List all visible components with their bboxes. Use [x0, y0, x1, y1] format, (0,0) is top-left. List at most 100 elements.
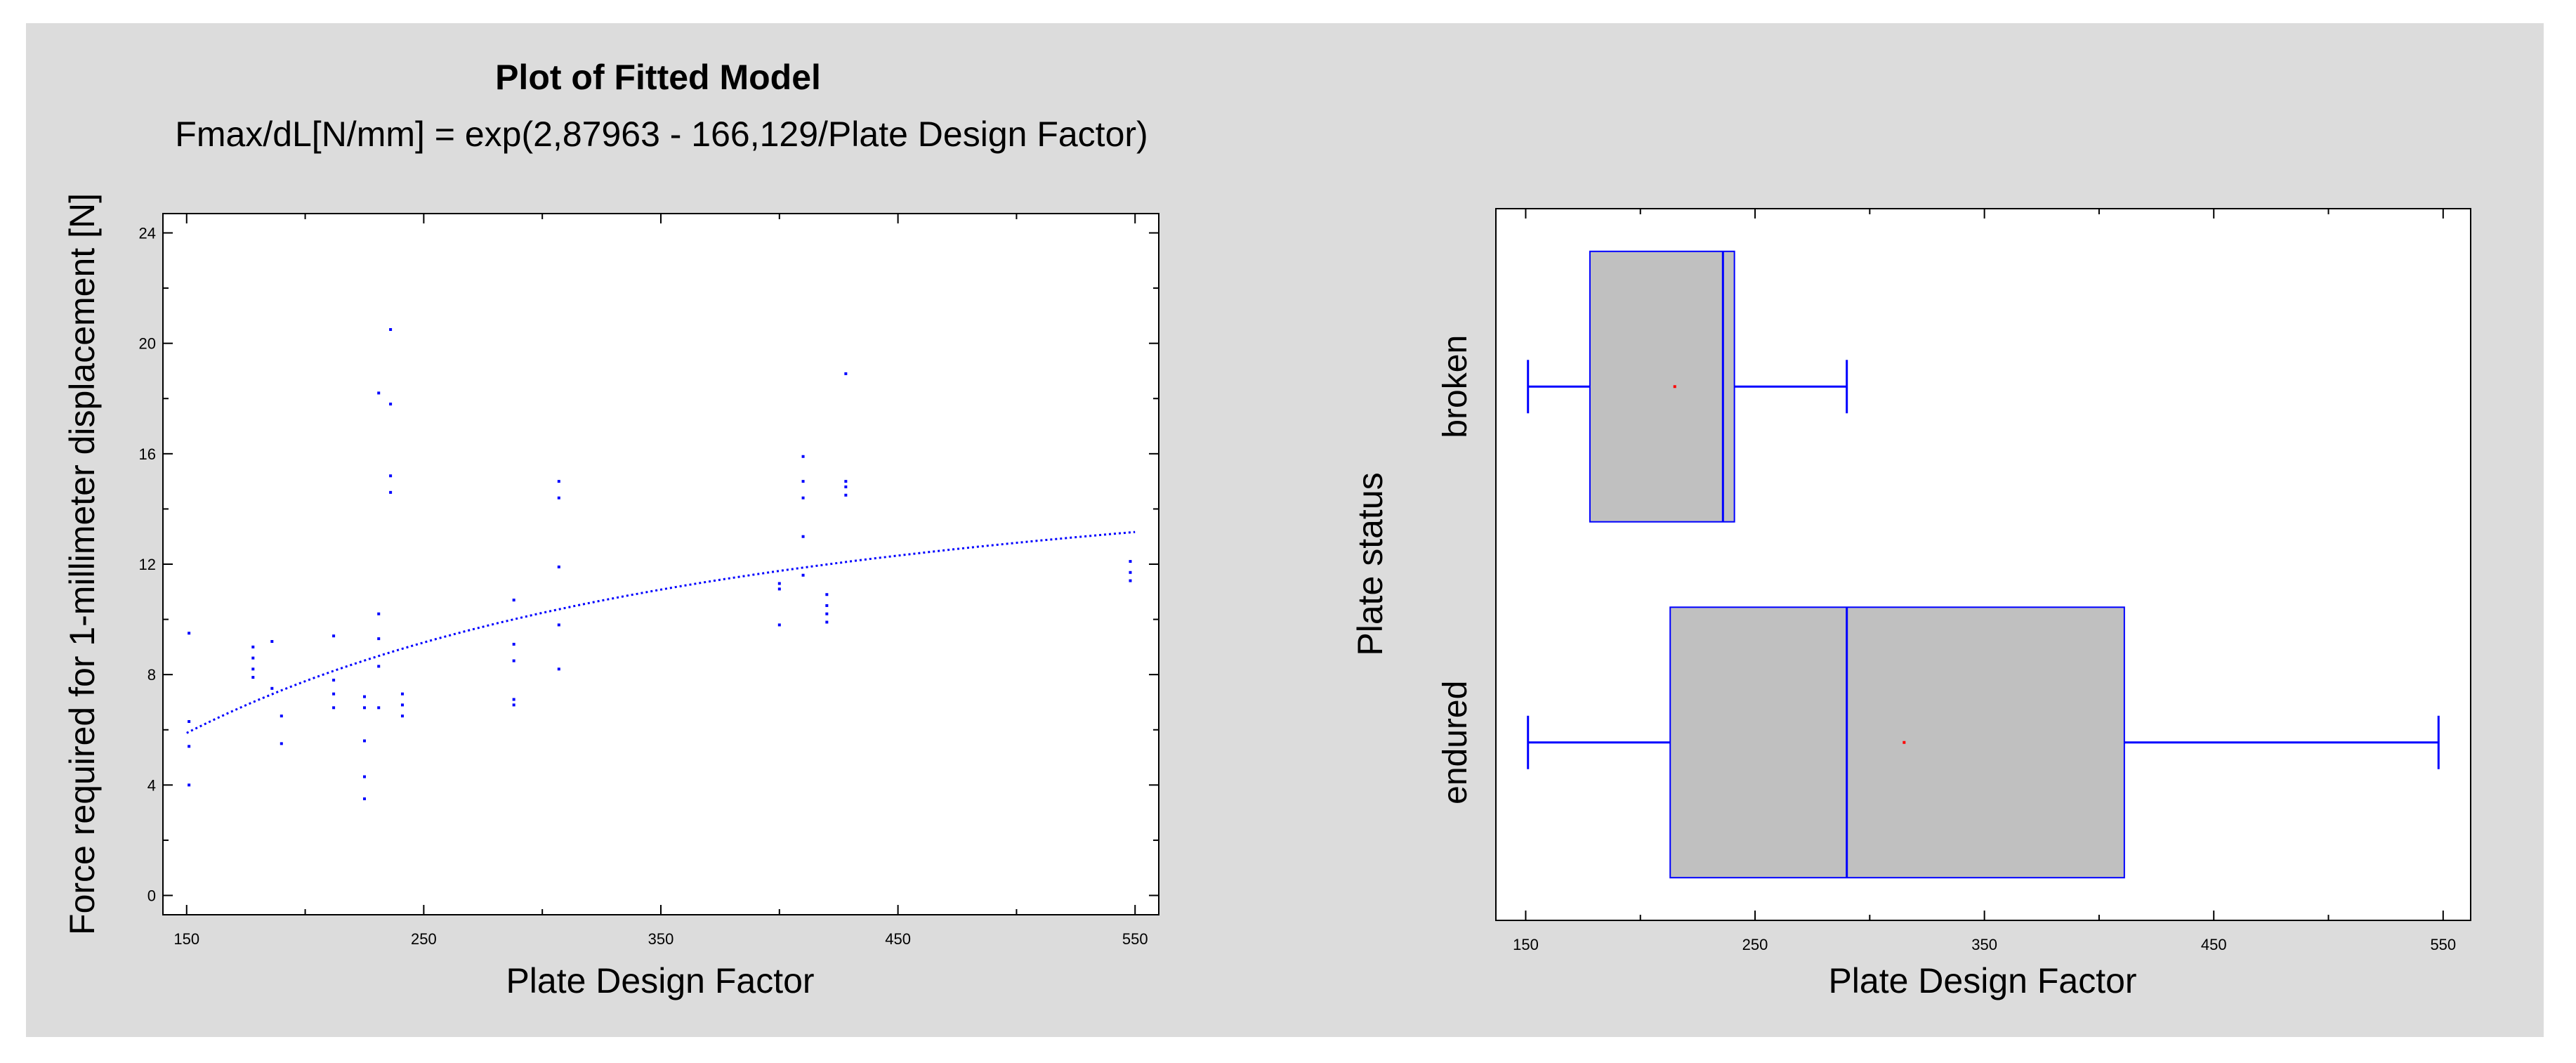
data-point [825, 593, 829, 596]
left-ticks: 150 250 350 450 550 0 4 8 12 16 20 24 [139, 214, 1159, 948]
chart-title: Plot of Fitted Model [495, 58, 821, 97]
data-point [557, 565, 560, 568]
x-tick-label: 550 [2430, 936, 2456, 953]
data-point [844, 493, 848, 497]
chart-subtitle: Fmax/dL[N/mm] = exp(2,87963 - 166,129/Pl… [175, 115, 1148, 154]
y-tick-label: 8 [147, 666, 156, 684]
data-point [389, 490, 393, 494]
data-point [280, 715, 283, 718]
data-point [844, 372, 848, 375]
x-tick-label: 550 [1122, 930, 1148, 948]
mean-marker [1903, 741, 1906, 744]
data-point [777, 623, 781, 627]
data-point [801, 535, 805, 538]
data-point [332, 634, 336, 638]
left-plot-area [162, 213, 1159, 915]
box-iqr [1589, 250, 1735, 523]
data-point [332, 706, 336, 710]
data-point [389, 403, 393, 406]
data-point [377, 706, 381, 710]
data-point [557, 623, 560, 627]
data-point [362, 739, 366, 743]
data-point [188, 783, 191, 787]
x-tick-label: 350 [1971, 936, 1997, 953]
category-label: broken [1437, 335, 1474, 438]
mean-marker [1673, 385, 1676, 389]
right-x-axis-label: Plate Design Factor [1828, 961, 2136, 1000]
data-point [280, 742, 283, 745]
data-point [557, 496, 560, 500]
box-iqr [1669, 606, 2125, 879]
data-point [777, 587, 781, 591]
data-point [251, 667, 255, 671]
data-point [557, 480, 560, 483]
data-point [389, 474, 393, 478]
data-point [1129, 570, 1132, 574]
x-tick-label: 150 [173, 930, 199, 948]
box-endured: endured [1437, 606, 2440, 879]
y-tick-label: 20 [139, 335, 156, 353]
data-point [377, 665, 381, 668]
data-point [844, 480, 848, 483]
y-tick-label: 4 [147, 776, 156, 794]
fitted-model-chart: Plot of Fitted Model Fmax/dL[N/mm] = exp… [63, 58, 1159, 1000]
fit-curve [186, 530, 1136, 734]
data-point [512, 698, 515, 701]
data-point [400, 715, 404, 718]
data-point [377, 612, 381, 615]
data-point [801, 455, 805, 458]
data-point [844, 485, 848, 488]
data-point [825, 620, 829, 624]
x-tick-label: 350 [648, 930, 674, 948]
right-ticks: 150 250 350 450 550 [1513, 209, 2456, 953]
data-point [188, 745, 191, 748]
box-plot-boxes: broken endured [1437, 250, 2440, 879]
x-tick-label: 450 [2201, 936, 2227, 953]
right-y-axis-label: Plate status [1351, 472, 1390, 656]
data-point [332, 692, 336, 696]
data-point [362, 797, 366, 800]
left-x-axis-label: Plate Design Factor [506, 961, 814, 1000]
data-point [251, 656, 255, 660]
data-point [270, 640, 274, 644]
data-point [400, 692, 404, 696]
x-tick-label: 450 [885, 930, 911, 948]
scatter-points [188, 328, 1132, 800]
y-tick-label: 12 [139, 556, 156, 573]
data-point [362, 695, 366, 698]
data-point [400, 703, 404, 707]
data-point [377, 391, 381, 395]
data-point [270, 686, 274, 690]
box-broken: broken [1437, 250, 1848, 523]
data-point [801, 573, 805, 577]
box-plot-chart: 150 250 350 450 550 broken endured Plate Desi… [1351, 208, 2471, 1000]
data-point [825, 612, 829, 615]
data-point [801, 496, 805, 500]
data-point [1129, 579, 1132, 582]
y-tick-label: 24 [139, 225, 156, 242]
data-point [512, 703, 515, 707]
data-point [251, 676, 255, 679]
category-label: endured [1437, 681, 1474, 804]
data-point [251, 645, 255, 648]
y-tick-label: 0 [147, 887, 156, 904]
data-point [557, 667, 560, 671]
data-point [801, 480, 805, 483]
data-point [332, 679, 336, 682]
left-y-axis-label: Force required for 1-millimeter displace… [63, 193, 102, 935]
data-point [362, 706, 366, 710]
data-point [377, 637, 381, 641]
data-point [512, 659, 515, 663]
y-tick-label: 16 [139, 445, 156, 463]
data-point [512, 642, 515, 646]
x-tick-label: 250 [1742, 936, 1768, 953]
data-point [777, 582, 781, 585]
data-point [1129, 560, 1132, 563]
data-point [188, 632, 191, 635]
data-point [389, 328, 393, 332]
x-tick-label: 250 [411, 930, 437, 948]
x-tick-label: 150 [1513, 936, 1539, 953]
data-point [362, 775, 366, 778]
data-point [512, 599, 515, 602]
